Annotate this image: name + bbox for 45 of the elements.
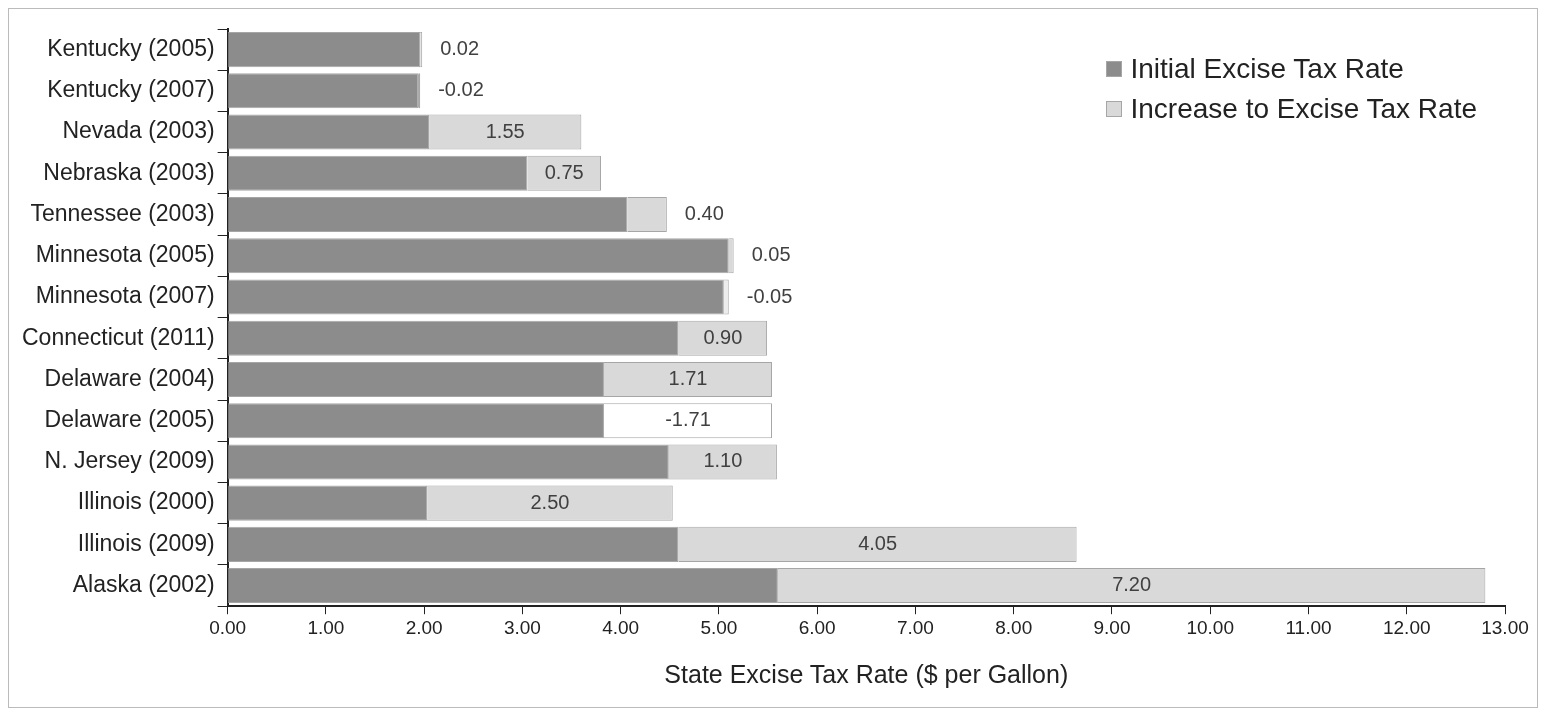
x-tick-label: 10.00 (1186, 616, 1234, 638)
x-axis-title: State Excise Tax Rate ($ per Gallon) (664, 659, 1069, 688)
x-tick-label: 3.00 (503, 616, 541, 638)
x-tick-label: 7.00 (896, 616, 934, 638)
x-tick-label: 5.00 (700, 616, 738, 638)
y-tick-label: Kentucky (2005) (47, 34, 215, 61)
x-tick-label: 8.00 (995, 616, 1033, 638)
y-tick-label: Delaware (2004) (44, 364, 215, 391)
data-label: 0.40 (684, 202, 724, 225)
x-tick-label: 12.00 (1382, 616, 1431, 638)
data-label: 1.10 (703, 449, 743, 472)
y-tick-label: Illinois (2009) (77, 529, 215, 556)
data-label: 4.05 (858, 531, 898, 554)
y-tick-label: Nebraska (2003) (43, 158, 215, 185)
y-tick-label: Connecticut (2011) (22, 323, 215, 350)
y-tick-label: Nevada (2003) (62, 117, 215, 144)
legend-label: Initial Excise Tax Rate (1130, 52, 1404, 86)
x-tick-label: 1.00 (307, 616, 345, 638)
x-tick-label: 0.00 (209, 616, 247, 638)
x-tick-label: 13.00 (1481, 616, 1529, 638)
legend-label: Increase to Excise Tax Rate (1130, 92, 1477, 126)
data-label: -0.02 (438, 78, 484, 101)
x-tick-label: 11.00 (1285, 616, 1332, 638)
data-label: 2.50 (530, 490, 570, 513)
y-tick-label: Delaware (2005) (44, 406, 215, 433)
y-tick-label: Minnesota (2005) (35, 241, 215, 268)
y-tick-label: Kentucky (2007) (47, 76, 215, 103)
data-label: 0.90 (703, 325, 743, 348)
y-tick-label: Illinois (2000) (77, 488, 215, 515)
x-tick-label: 4.00 (602, 616, 640, 638)
y-tick-label: Minnesota (2007) (35, 282, 215, 309)
y-tick-label: Alaska (2002) (72, 570, 215, 597)
data-label: -1.71 (665, 408, 711, 431)
data-label: 0.75 (544, 160, 584, 183)
data-label: 0.05 (751, 243, 791, 266)
y-tick-label: Tennessee (2003) (30, 199, 215, 226)
data-label: 0.02 (440, 37, 480, 60)
x-tick-label: 2.00 (405, 616, 443, 638)
data-label: 1.71 (668, 366, 708, 389)
data-label: -0.05 (746, 284, 793, 307)
data-label: 7.20 (1112, 573, 1152, 596)
x-tick-label: 6.00 (798, 616, 836, 638)
x-tick-label: 9.00 (1093, 616, 1131, 638)
data-label: 1.55 (485, 119, 525, 142)
y-tick-label: N. Jersey (2009) (44, 447, 215, 474)
